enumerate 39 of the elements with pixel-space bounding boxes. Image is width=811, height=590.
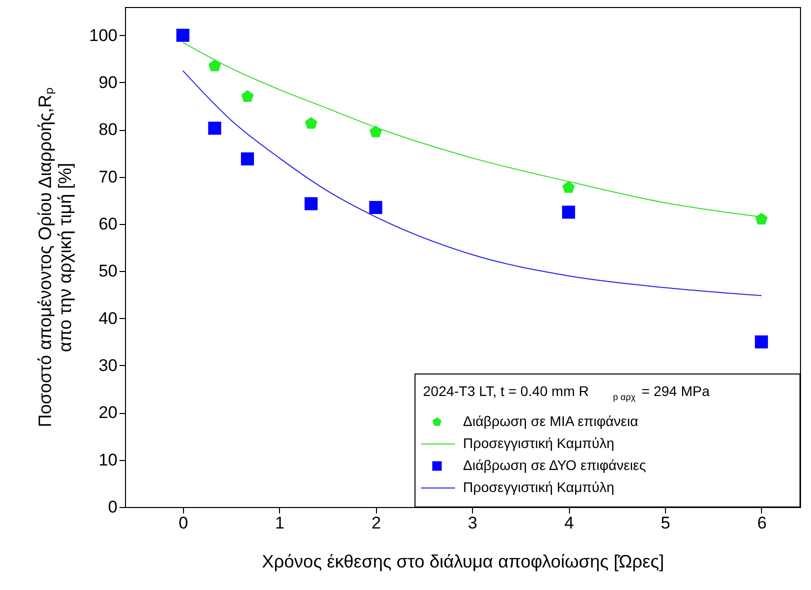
y-tick-label: 0: [108, 498, 118, 516]
point: [176, 28, 190, 42]
point: [562, 206, 576, 219]
point: [240, 152, 254, 166]
x-axis-title: Χρόνος έκθεσης στο διάλυμα αποφλοίωσης [Ώρες]: [262, 552, 664, 572]
text: Ποσοστό απομένοντος Ορίου Διαρροής,Rₚ: [35, 88, 56, 428]
legend-label: Προσεγγιστική Καμπύλη: [463, 479, 614, 495]
y-tick-label: 20: [98, 403, 118, 422]
x-tick-label: 3: [468, 514, 478, 532]
x-tick-label: 4: [564, 514, 574, 532]
x-tick-label: 5: [660, 514, 670, 532]
legend-label: Διάβρωση σε ΔΥΟ επιφάνειες: [463, 457, 646, 473]
point: [754, 335, 768, 348]
x-tick-label: 6: [757, 514, 767, 532]
y-tick-label: 60: [98, 214, 118, 234]
y-tick-label: 70: [98, 167, 118, 186]
legend-label: Διάβρωση σε ΜΙΑ επιφάνεια: [463, 413, 638, 429]
x-tick-label: 2: [371, 514, 381, 532]
point: [369, 200, 382, 214]
point: [208, 122, 222, 135]
point: [755, 212, 768, 225]
point: [304, 116, 318, 129]
point: [208, 59, 221, 72]
y-tick-label: 10: [98, 450, 118, 470]
y-tick-label: 50: [98, 262, 118, 281]
text: απο την αρχική τιμή [%]: [55, 162, 76, 352]
x-tick-label: 1: [275, 514, 285, 532]
y-tick-label: 90: [98, 72, 118, 92]
y-tick-label: 80: [98, 120, 118, 140]
x-tick-label: 0: [178, 514, 188, 532]
y-tick-label: 40: [98, 308, 118, 328]
point: [562, 181, 575, 193]
point: [304, 197, 318, 210]
line-series: [182, 70, 762, 296]
legend-label: Προσεγγιστική Καμπύλη: [463, 435, 614, 451]
y-tick-label: 30: [98, 356, 118, 375]
point: [370, 125, 382, 138]
point: [241, 90, 254, 102]
y-tick-label: 100: [89, 26, 118, 45]
